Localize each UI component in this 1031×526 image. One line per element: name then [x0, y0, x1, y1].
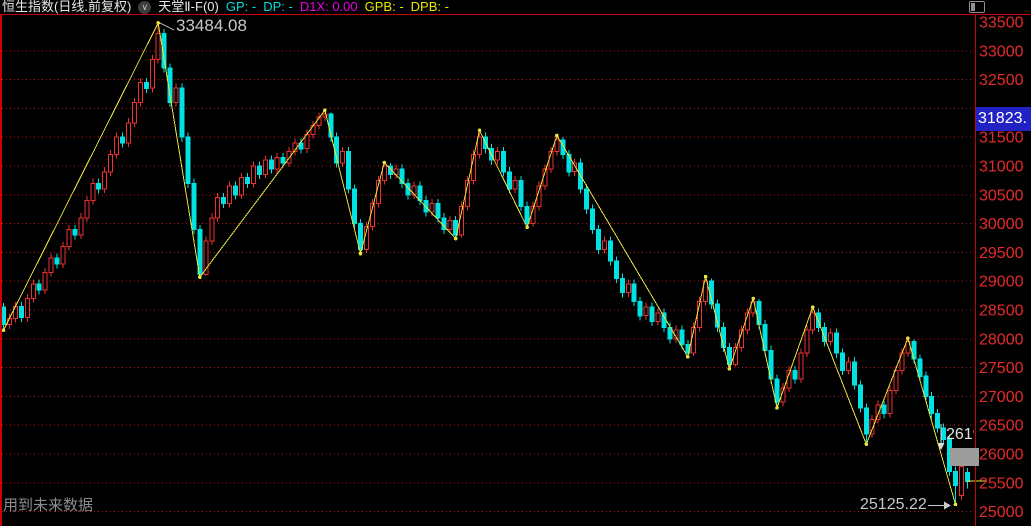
svg-text:29500: 29500	[979, 245, 1024, 262]
swing-low-annotation-clip: 2619	[936, 426, 974, 446]
indicator-field-dp: DP: -	[263, 0, 293, 14]
chevron-down-icon[interactable]: ∨	[138, 0, 152, 14]
svg-text:25000: 25000	[979, 504, 1024, 521]
svg-text:26000: 26000	[979, 447, 1024, 464]
future-data-watermark: 用到未来数据	[3, 497, 94, 514]
indicator-field-gpb: GPB: -	[364, 0, 404, 14]
svg-text:32500: 32500	[979, 72, 1024, 89]
indicator-field-d1x: D1X: 0.00	[299, 0, 358, 14]
current-price-tag: 31823.	[976, 107, 1031, 131]
svg-text:33500: 33500	[979, 15, 1024, 32]
svg-text:26500: 26500	[979, 418, 1024, 435]
svg-text:27500: 27500	[979, 360, 1024, 377]
peak-price-annotation: 33484.08	[176, 16, 247, 35]
panel-toggle-icon[interactable]	[969, 1, 985, 13]
svg-text:30000: 30000	[979, 216, 1024, 233]
svg-text:31000: 31000	[979, 159, 1024, 176]
chart-header: 恒生指数(日线.前复权) ∨ 天堂Ⅱ-F(0) GP: - DP: - D1X:…	[2, 0, 449, 14]
final-low-annotation: 25125.22	[860, 496, 927, 513]
indicator-field-gp: GP: -	[225, 0, 257, 14]
gray-selection-box	[950, 448, 979, 466]
svg-text:31500: 31500	[979, 130, 1024, 147]
indicator-field-dpb: DPB: -	[410, 0, 449, 14]
svg-text:27000: 27000	[979, 389, 1024, 406]
symbol-title[interactable]: 恒生指数(日线.前复权)	[2, 0, 132, 14]
svg-text:28000: 28000	[979, 331, 1024, 348]
svg-text:30500: 30500	[979, 187, 1024, 204]
svg-text:28500: 28500	[979, 303, 1024, 320]
svg-text:25500: 25500	[979, 475, 1024, 492]
swing-low-annotation: 2619	[946, 426, 974, 443]
svg-text:33000: 33000	[979, 43, 1024, 60]
svg-text:29000: 29000	[979, 274, 1024, 291]
indicator-name[interactable]: 天堂Ⅱ-F(0)	[158, 0, 219, 14]
panel-toggle-bar	[971, 3, 975, 11]
